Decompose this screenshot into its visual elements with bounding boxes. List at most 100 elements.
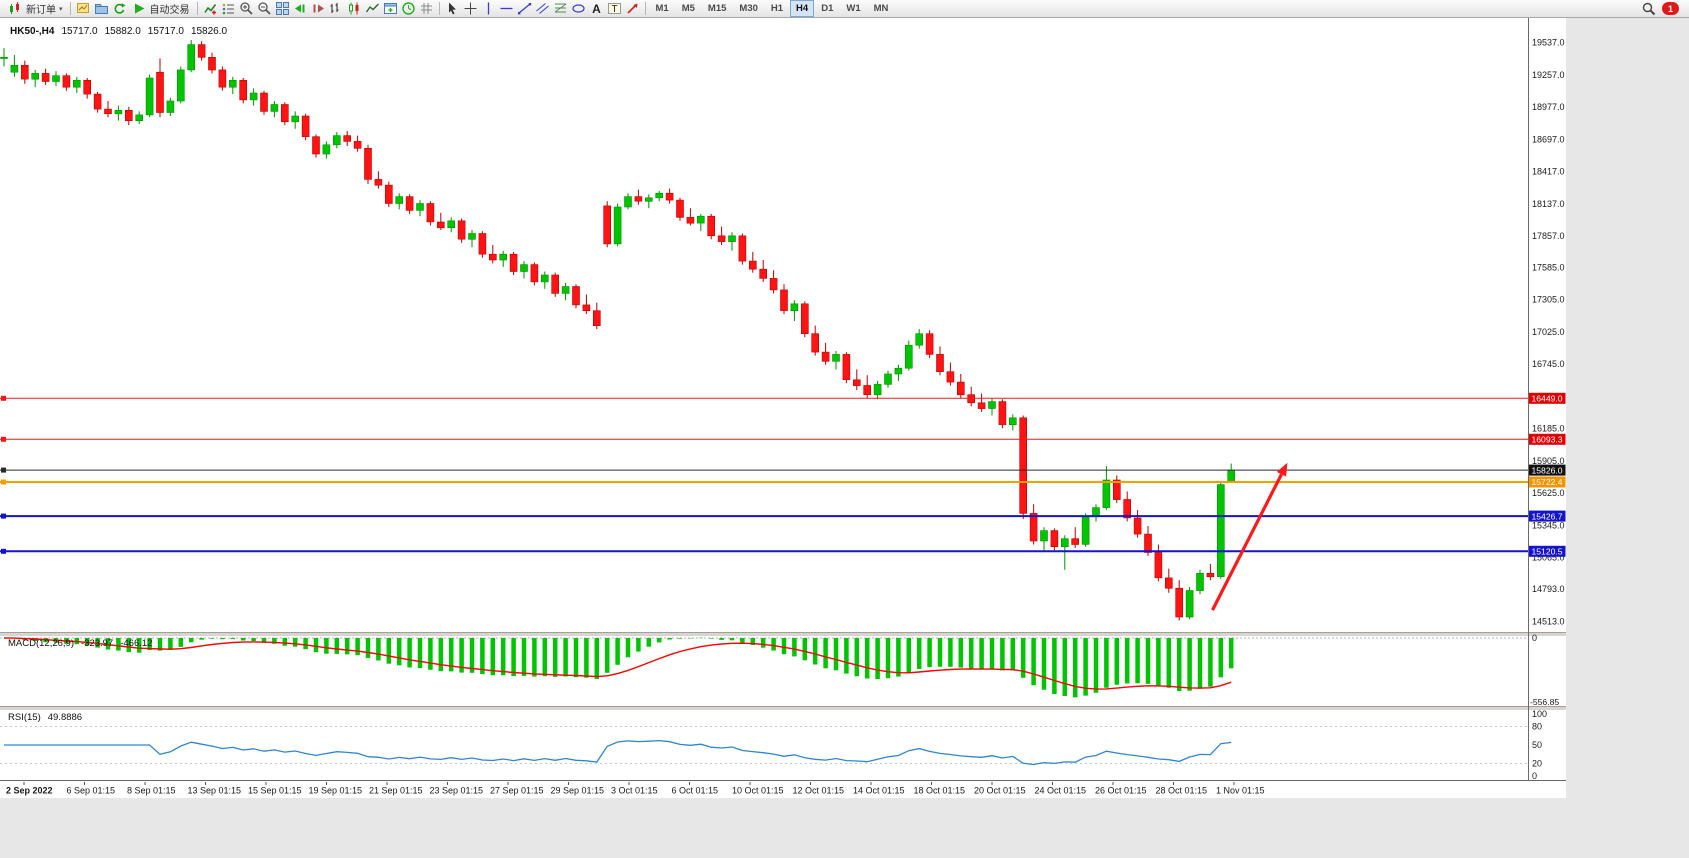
svg-text:1 Nov 01:15: 1 Nov 01:15 — [1216, 786, 1265, 796]
svg-text:21 Sep 01:15: 21 Sep 01:15 — [369, 786, 423, 796]
svg-text:10 Oct 01:15: 10 Oct 01:15 — [732, 786, 784, 796]
svg-text:19 Sep 01:15: 19 Sep 01:15 — [309, 786, 363, 796]
svg-text:17025.0: 17025.0 — [1532, 327, 1565, 337]
timeframe-h1-button[interactable]: H1 — [770, 3, 784, 14]
timeframe-m1-button[interactable]: M1 — [655, 3, 669, 14]
toolbar-separator — [69, 2, 71, 15]
svg-text:80: 80 — [1532, 721, 1542, 731]
toolbar-separator — [438, 2, 440, 15]
line-anchor[interactable] — [1, 548, 6, 554]
svg-text:19257.0: 19257.0 — [1532, 70, 1565, 80]
svg-text:17585.0: 17585.0 — [1532, 263, 1565, 273]
objects-list-icon[interactable] — [220, 1, 237, 17]
line-chart-icon[interactable] — [364, 1, 381, 17]
toolbar-right-group: 1 — [1640, 1, 1685, 17]
svg-text:15722.4: 15722.4 — [1532, 477, 1563, 487]
autotrading-label: 自动交易 — [149, 5, 190, 16]
arrow-tool-icon[interactable] — [624, 1, 641, 17]
svg-text:3 Oct 01:15: 3 Oct 01:15 — [611, 786, 658, 796]
panel-divider[interactable] — [0, 706, 1566, 710]
horizontal-line-icon[interactable] — [498, 1, 515, 17]
bar-chart-icon[interactable] — [328, 1, 345, 17]
grid-icon[interactable] — [418, 1, 435, 17]
clock-icon[interactable] — [400, 1, 417, 17]
svg-text:27 Sep 01:15: 27 Sep 01:15 — [490, 786, 544, 796]
line-anchor[interactable] — [1, 467, 6, 473]
time-axis[interactable]: 2 Sep 2022 6 Sep 01:15 8 Sep 01:15 13 Sep 0… — [6, 782, 1265, 796]
timeframe-d1-button[interactable]: D1 — [821, 3, 834, 14]
svg-text:20 Oct 01:15: 20 Oct 01:15 — [974, 786, 1026, 796]
autotrading-button[interactable]: 自动交易 — [128, 1, 193, 17]
macd-axis-min: -556.85 — [1530, 697, 1559, 707]
zoom-out-icon[interactable] — [256, 1, 273, 17]
new-order-label: 新订单 — [26, 5, 56, 16]
line-anchor[interactable] — [1, 513, 6, 519]
svg-text:12 Oct 01:15: 12 Oct 01:15 — [793, 786, 845, 796]
svg-text:28 Oct 01:15: 28 Oct 01:15 — [1156, 786, 1208, 796]
chart-canvas[interactable]: 19537.0 19257.0 18977.0 18697.0 18417.0 18137… — [0, 18, 1566, 798]
cursor-icon[interactable] — [444, 1, 461, 17]
price-tag — [1529, 545, 1566, 557]
toolbar-file-group — [75, 1, 128, 17]
svg-text:13 Sep 01:15: 13 Sep 01:15 — [188, 786, 242, 796]
new-window-icon[interactable] — [382, 1, 399, 17]
svg-text:26 Oct 01:15: 26 Oct 01:15 — [1095, 786, 1147, 796]
new-chart-icon[interactable] — [75, 1, 92, 17]
svg-text:15826.0: 15826.0 — [1532, 465, 1563, 475]
svg-text:17305.0: 17305.0 — [1532, 295, 1565, 305]
tile-windows-icon[interactable] — [274, 1, 291, 17]
svg-text:6 Oct 01:15: 6 Oct 01:15 — [672, 786, 719, 796]
chart-window: 19537.0 19257.0 18977.0 18697.0 18417.0 18137… — [0, 18, 1566, 798]
crosshair-icon[interactable] — [462, 1, 479, 17]
search-icon[interactable] — [1640, 1, 1657, 17]
ellipse-icon[interactable] — [570, 1, 587, 17]
svg-text:15 Sep 01:15: 15 Sep 01:15 — [248, 786, 302, 796]
chart-shift-icon[interactable] — [310, 1, 327, 17]
timeframe-m15-button[interactable]: M15 — [707, 3, 727, 14]
svg-text:17857.0: 17857.0 — [1532, 231, 1565, 241]
toolbar-separator — [196, 2, 198, 15]
price-axis[interactable]: 19537.0 19257.0 18977.0 18697.0 18417.0 18137… — [1529, 38, 1566, 627]
profiles-icon[interactable] — [93, 1, 110, 17]
zoom-in-icon[interactable] — [238, 1, 255, 17]
toolbar-separator — [644, 2, 646, 15]
line-anchor[interactable] — [1, 436, 6, 442]
trend-arrow[interactable] — [1211, 462, 1288, 611]
new-order-icon — [7, 1, 24, 17]
text-label-icon[interactable]: T — [606, 1, 623, 17]
chart-background — [0, 18, 1566, 798]
svg-text:6 Sep 01:15: 6 Sep 01:15 — [67, 786, 116, 796]
fibonacci-icon[interactable] — [552, 1, 569, 17]
toolbar-chart-group — [202, 1, 435, 17]
play-icon — [131, 1, 148, 17]
channel-icon[interactable] — [534, 1, 551, 17]
refresh-icon[interactable] — [111, 1, 128, 17]
vertical-line-icon[interactable] — [480, 1, 497, 17]
panel-divider[interactable] — [0, 632, 1566, 636]
price-tag — [1529, 433, 1566, 445]
svg-text:8 Sep 01:15: 8 Sep 01:15 — [127, 786, 176, 796]
svg-text:23 Sep 01:15: 23 Sep 01:15 — [430, 786, 484, 796]
timeframe-group: M1 M5 M15 M30 H1 H4 D1 W1 MN — [650, 0, 895, 17]
line-anchor[interactable] — [1, 395, 6, 401]
svg-text:16449.0: 16449.0 — [1532, 394, 1563, 404]
timeframe-h4-button[interactable]: H4 — [790, 0, 815, 17]
line-anchor[interactable] — [1, 479, 6, 485]
svg-text:A: A — [592, 2, 601, 16]
price-tag — [1529, 510, 1566, 522]
text-icon[interactable]: A — [588, 1, 605, 17]
timeframe-mn-button[interactable]: MN — [873, 3, 889, 14]
candlestick-chart-icon[interactable] — [346, 1, 363, 17]
timeframe-m5-button[interactable]: M5 — [681, 3, 695, 14]
trendline-icon[interactable] — [516, 1, 533, 17]
auto-scroll-icon[interactable] — [292, 1, 309, 17]
svg-text:15625.0: 15625.0 — [1532, 488, 1565, 498]
notification-badge[interactable]: 1 — [1662, 2, 1679, 15]
price-tag — [1529, 464, 1566, 476]
svg-text:20: 20 — [1532, 759, 1542, 769]
timeframe-m30-button[interactable]: M30 — [739, 3, 758, 14]
indicators-icon[interactable] — [202, 1, 219, 17]
new-order-button[interactable]: 新订单 ▾ — [4, 1, 66, 17]
timeframe-w1-button[interactable]: W1 — [846, 3, 861, 14]
